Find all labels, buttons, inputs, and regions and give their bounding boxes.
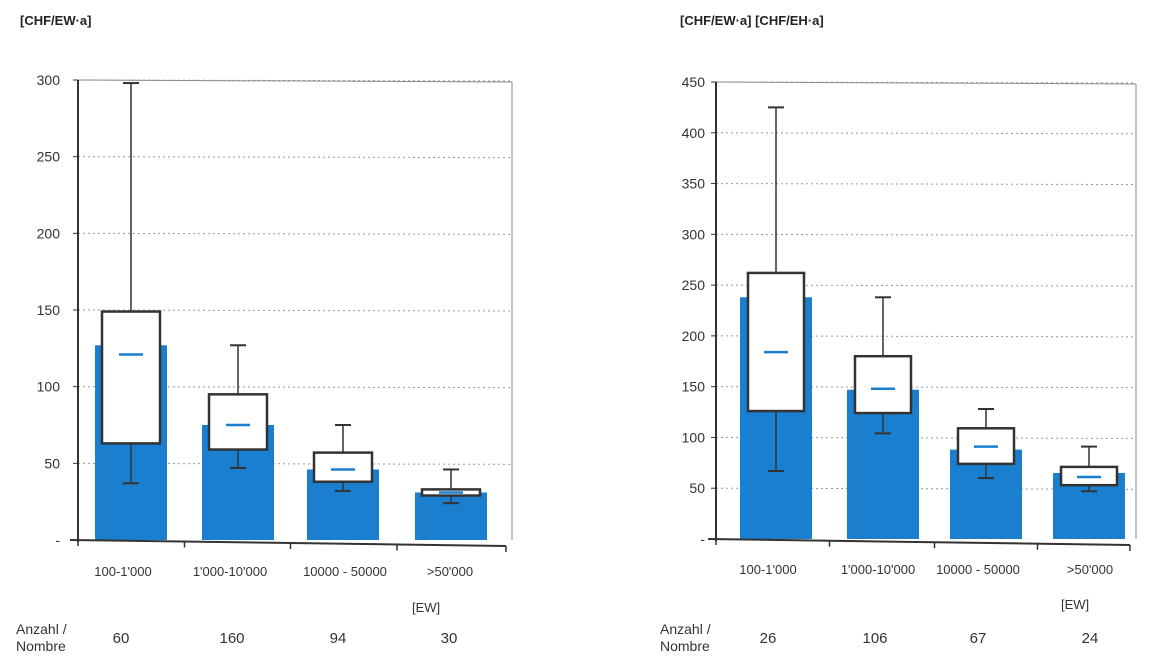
y-tick-label: 250 xyxy=(682,277,706,293)
count-value: 94 xyxy=(329,630,347,647)
gridline xyxy=(77,232,513,235)
count-value: 26 xyxy=(759,630,777,647)
x-axis xyxy=(707,538,1131,546)
x-axis-unit-label: [EW] xyxy=(1061,597,1090,612)
x-category-label: 100-1'000 xyxy=(739,562,796,577)
x-axis-unit-label: [EW] xyxy=(412,600,441,615)
y-tick-label: 100 xyxy=(37,379,61,395)
gridline xyxy=(715,132,1137,135)
y-tick-label: 100 xyxy=(682,429,706,445)
iqr-box xyxy=(746,271,806,413)
y-tick-label: 200 xyxy=(682,328,706,344)
count-label-line-2: Nombre xyxy=(16,638,66,654)
boxplot-chart-right: - 50 100 150 200 250 300 350 400 450 100-1'000 1'00… xyxy=(682,74,1137,577)
plot-frame-top xyxy=(715,81,1137,85)
x-category-label: 100-1'000 xyxy=(94,564,151,579)
y-tick-label: 200 xyxy=(37,225,61,241)
chart-panel-left: [CHF/EW·a] - 50 100 150 200 250 300 100-1'000 1'… xyxy=(0,0,574,661)
y-axis-unit-label: [CHF/EW·a] [CHF/EH·a] xyxy=(680,13,824,28)
x-axis xyxy=(69,539,507,547)
iqr-box xyxy=(100,310,162,445)
y-tick-label: 150 xyxy=(37,302,61,318)
gridline xyxy=(77,156,513,159)
y-tick-label: 150 xyxy=(682,379,706,395)
y-tick-label: 350 xyxy=(682,176,706,192)
y-tick-label: 300 xyxy=(682,226,706,242)
count-label-line-1: Anzahl / xyxy=(660,621,711,637)
count-value: 30 xyxy=(440,630,458,647)
y-tick-label: 450 xyxy=(682,74,706,90)
count-value: 60 xyxy=(112,630,130,647)
x-category-label: >50'000 xyxy=(427,564,473,579)
count-value: 67 xyxy=(969,630,987,647)
y-tick-label: 400 xyxy=(682,125,706,141)
gridline xyxy=(77,386,513,389)
y-tick-label: 50 xyxy=(689,480,705,496)
boxplot-chart-left: - 50 100 150 200 250 300 100-1'000 1'000-10'000 1… xyxy=(37,72,513,579)
plot-frame-top xyxy=(77,79,513,83)
iqr-box xyxy=(312,451,374,483)
gridline xyxy=(77,79,513,82)
count-label-line-1: Anzahl / xyxy=(16,621,67,637)
gridline xyxy=(715,233,1137,236)
gridline xyxy=(715,183,1137,186)
y-tick-label: 50 xyxy=(44,455,60,471)
x-category-label: 1'000-10'000 xyxy=(841,562,915,577)
y-tick-label: 250 xyxy=(37,149,61,165)
count-value: 24 xyxy=(1081,630,1099,647)
y-axis-unit-label: [CHF/EW·a] xyxy=(20,13,92,28)
x-category-label: >50'000 xyxy=(1067,562,1113,577)
count-value: 160 xyxy=(219,630,245,647)
gridline xyxy=(77,462,513,465)
x-category-label: 1'000-10'000 xyxy=(193,564,267,579)
y-tick-label: - xyxy=(700,531,705,547)
count-row-label: Anzahl / Nombre xyxy=(16,621,67,655)
gridline xyxy=(77,309,513,312)
iqr-box xyxy=(207,393,269,451)
y-tick-label: 300 xyxy=(37,72,61,88)
iqr-box xyxy=(853,354,913,415)
x-category-label: 10000 - 50000 xyxy=(303,564,387,579)
count-label-line-2: Nombre xyxy=(660,638,710,654)
count-value: 106 xyxy=(862,630,888,647)
y-tick-label: - xyxy=(55,532,60,548)
chart-panel-right: [CHF/EW·a] [CHF/EH·a] - 50 100 150 200 250 300… xyxy=(574,0,1149,661)
x-category-label: 10000 - 50000 xyxy=(936,562,1020,577)
count-row-label: Anzahl / Nombre xyxy=(660,621,711,655)
